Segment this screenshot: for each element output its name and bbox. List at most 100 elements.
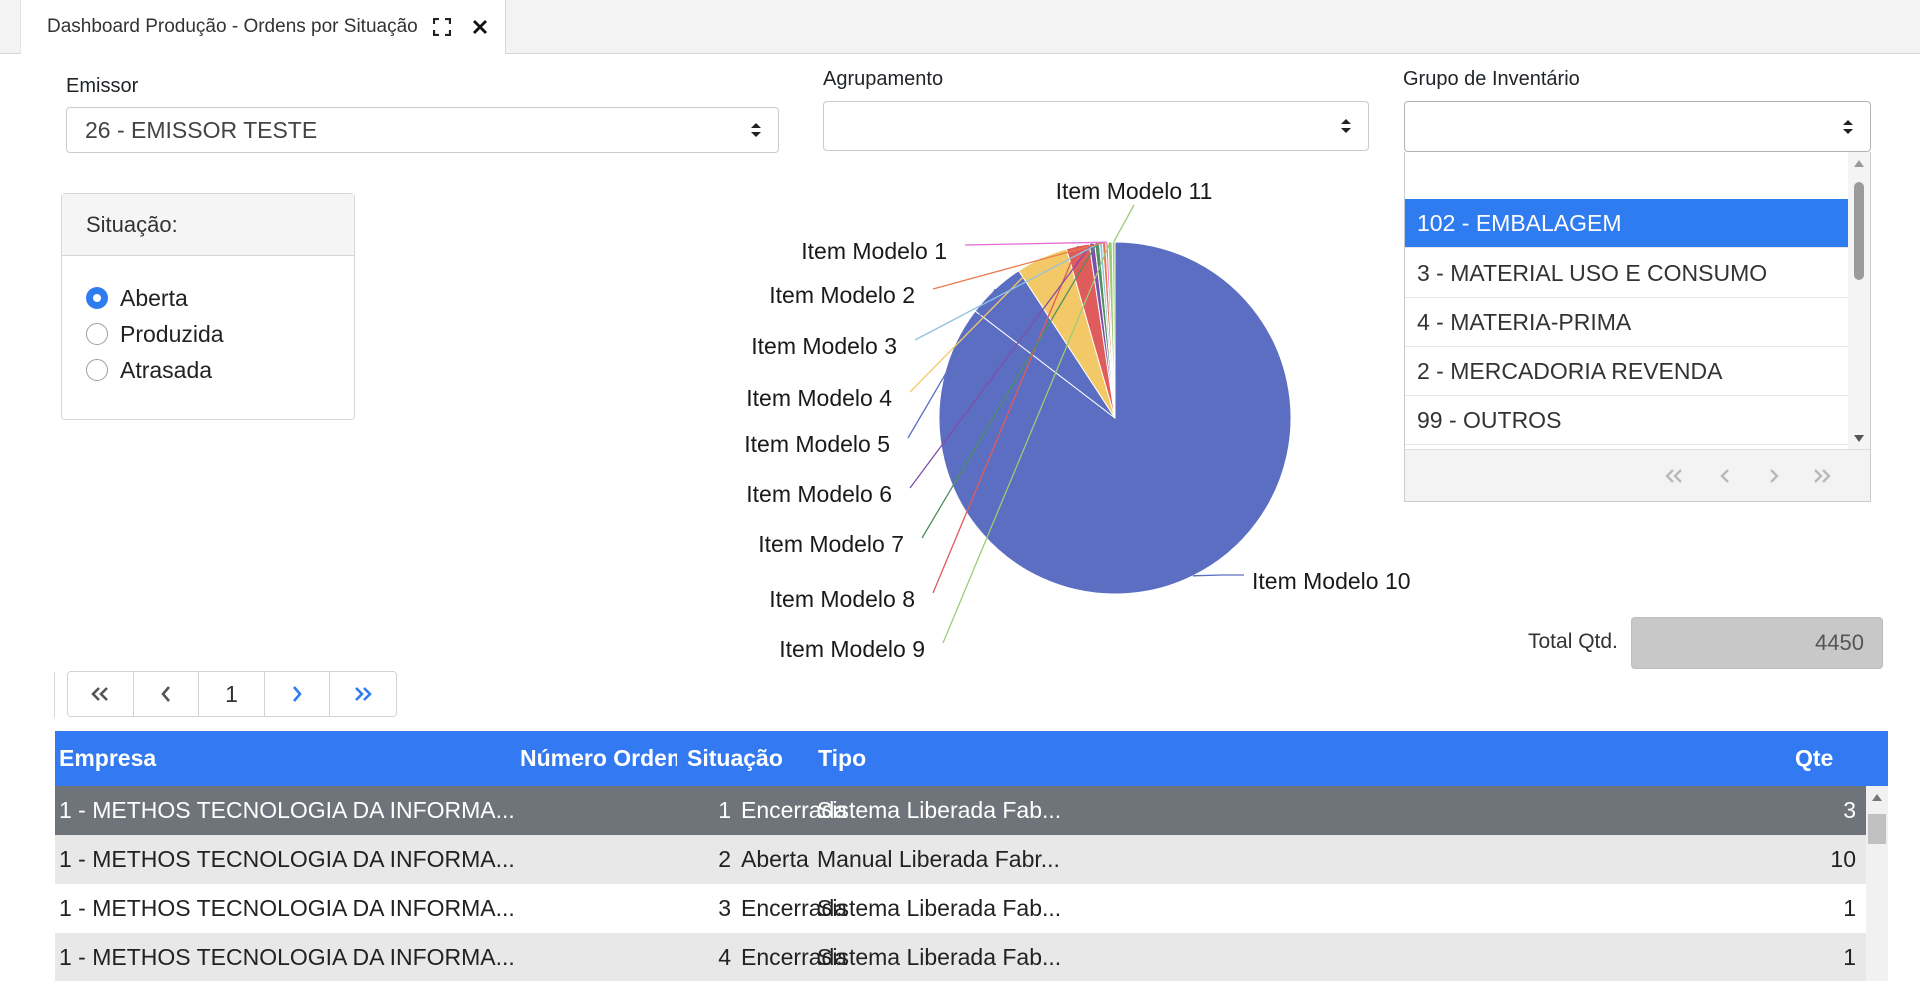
radio-produzida[interactable]: Produzida	[62, 316, 354, 352]
radio-circle[interactable]	[86, 359, 108, 381]
cell-numero-ordem: 2	[718, 846, 731, 872]
cell-qte: 1	[1843, 944, 1856, 970]
cell-situacao: Aberta	[741, 846, 809, 872]
radio-aberta[interactable]: Aberta	[62, 280, 354, 316]
situacao-radio-group: Aberta Produzida Atrasada	[62, 256, 354, 388]
total-value-field: 4450	[1631, 617, 1883, 669]
grupo-dropdown-list: 102 - EMBALAGEM 3 - MATERIAL USO E CONSUM…	[1404, 152, 1871, 502]
select-caret-icon	[1341, 119, 1351, 133]
first-page-icon[interactable]	[1660, 462, 1688, 490]
scroll-thumb[interactable]	[1854, 182, 1864, 280]
col-qte[interactable]: Qte	[1795, 745, 1834, 771]
grupo-label: Grupo de Inventário	[1403, 68, 1580, 90]
pie-label: Item Modelo 10	[1252, 568, 1411, 594]
tab-dashboard[interactable]: Dashboard Produção - Ordens por Situação	[20, 0, 506, 54]
radio-circle[interactable]	[86, 287, 108, 309]
first-page-button[interactable]	[68, 672, 134, 716]
next-page-icon[interactable]	[1760, 462, 1788, 490]
cell-empresa: 1 - METHOS TECNOLOGIA DA INFORMA...	[59, 846, 515, 872]
pie-leader-line	[1113, 204, 1135, 243]
prev-page-icon[interactable]	[1711, 462, 1739, 490]
agrupamento-select[interactable]	[823, 101, 1369, 151]
cell-qte: 3	[1843, 797, 1856, 823]
double-chevron-right-icon	[355, 687, 373, 701]
cell-empresa: 1 - METHOS TECNOLOGIA DA INFORMA...	[59, 797, 515, 823]
pie-label: Item Modelo 5	[744, 431, 890, 457]
close-icon[interactable]	[466, 13, 494, 41]
pie-label: Item Modelo 7	[758, 531, 904, 557]
last-page-button[interactable]	[330, 672, 396, 716]
table-row[interactable]: 1 - METHOS TECNOLOGIA DA INFORMA... 1 Ence…	[55, 786, 1866, 835]
select-caret-icon	[1843, 119, 1853, 134]
prev-page-button[interactable]	[134, 672, 200, 716]
pie-label: Item Modelo 9	[779, 636, 925, 662]
last-page-icon[interactable]	[1808, 462, 1836, 490]
cell-qte: 1	[1843, 895, 1856, 921]
pie-leader-line	[1192, 574, 1244, 577]
cell-tipo: Sistema Liberada Fab...	[817, 797, 1062, 823]
pie-label: Item Modelo 6	[746, 481, 892, 507]
cell-numero-ordem: 1	[718, 797, 731, 823]
pie-label: Item Modelo 3	[751, 333, 897, 359]
cell-empresa: 1 - METHOS TECNOLOGIA DA INFORMA...	[59, 895, 515, 921]
table-pager: 1	[67, 671, 397, 717]
radio-label: Aberta	[120, 284, 188, 311]
pie-label: Item Modelo 8	[769, 586, 915, 612]
page-number-button[interactable]: 1	[199, 672, 265, 716]
pie-label: Item Modelo 1	[801, 238, 947, 264]
cell-situacao: Encerrada	[741, 895, 848, 921]
select-caret-icon	[751, 123, 761, 137]
col-situacao[interactable]: Situação	[687, 745, 783, 771]
grupo-option[interactable]: 2 - MERCADORIA REVENDA	[1405, 347, 1848, 396]
grupo-option[interactable]: 4 - MATERIA-PRIMA	[1405, 298, 1848, 347]
scroll-up-icon[interactable]	[1871, 792, 1883, 802]
cell-tipo: Sistema Liberada Fab...	[817, 895, 1062, 921]
divider	[54, 672, 55, 718]
orders-table: Empresa Número Ordem Situação Tipo Qte 1…	[55, 731, 1888, 981]
grupo-scrollbar[interactable]	[1848, 152, 1870, 450]
situacao-title: Situação:	[62, 194, 354, 256]
page-number: 1	[225, 680, 238, 707]
cell-empresa: 1 - METHOS TECNOLOGIA DA INFORMA...	[59, 944, 515, 970]
table-row[interactable]: 1 - METHOS TECNOLOGIA DA INFORMA... 4 Ence…	[55, 933, 1866, 981]
double-chevron-left-icon	[91, 687, 109, 701]
cell-situacao: Encerrada	[741, 797, 848, 823]
col-numero-ordem[interactable]: Número Ordem	[520, 745, 677, 771]
radio-label: Produzida	[120, 320, 224, 347]
total-value: 4450	[1815, 630, 1864, 655]
grupo-option[interactable]: 99 - OUTROS	[1405, 396, 1848, 445]
tab-bar: Dashboard Produção - Ordens por Situação	[0, 0, 1920, 54]
pie-label: Item Modelo 2	[769, 282, 915, 308]
scroll-up-icon[interactable]	[1853, 158, 1865, 168]
radio-atrasada[interactable]: Atrasada	[62, 352, 354, 388]
grupo-option[interactable]: 102 - EMBALAGEM	[1405, 199, 1848, 248]
emissor-select[interactable]: 26 - EMISSOR TESTE	[66, 107, 779, 153]
total-label: Total Qtd.	[1528, 630, 1618, 653]
cell-tipo: Manual Liberada Fabr...	[817, 846, 1060, 872]
col-tipo[interactable]: Tipo	[818, 745, 867, 771]
chevron-right-icon	[293, 686, 302, 702]
col-empresa[interactable]: Empresa	[59, 745, 157, 771]
cell-qte: 10	[1830, 846, 1856, 872]
grupo-select[interactable]	[1404, 101, 1871, 152]
pie-label: Item Modelo 4	[746, 385, 892, 411]
maximize-icon[interactable]	[428, 13, 456, 41]
chevron-left-icon	[161, 686, 170, 702]
table-row[interactable]: 1 - METHOS TECNOLOGIA DA INFORMA... 3 Ence…	[55, 884, 1866, 933]
table-row[interactable]: 1 - METHOS TECNOLOGIA DA INFORMA... 2 Aber…	[55, 835, 1866, 884]
emissor-label: Emissor	[66, 75, 139, 97]
scroll-thumb[interactable]	[1868, 814, 1886, 844]
cell-numero-ordem: 4	[718, 944, 731, 970]
cell-numero-ordem: 3	[718, 895, 731, 921]
cell-tipo: Sistema Liberada Fab...	[817, 944, 1062, 970]
table-header: Empresa Número Ordem Situação Tipo Qte	[55, 731, 1888, 786]
table-scrollbar[interactable]	[1866, 786, 1888, 981]
radio-circle[interactable]	[86, 323, 108, 345]
next-page-button[interactable]	[265, 672, 331, 716]
grupo-pager	[1405, 449, 1870, 501]
scroll-down-icon[interactable]	[1853, 434, 1865, 444]
emissor-value: 26 - EMISSOR TESTE	[85, 116, 318, 143]
grupo-option[interactable]: 3 - MATERIAL USO E CONSUMO	[1405, 249, 1848, 298]
cell-situacao: Encerrada	[741, 944, 848, 970]
situacao-panel: Situação: Aberta Produzida Atrasada	[61, 193, 355, 420]
